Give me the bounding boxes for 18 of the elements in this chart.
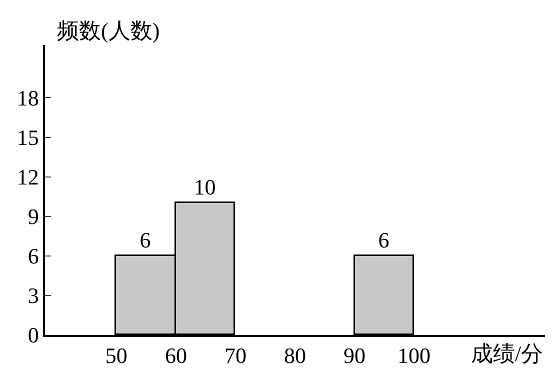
x-tick-label: 60 [164, 343, 187, 368]
y-tick-label: 12 [16, 164, 39, 190]
x-axis-title: 成绩/分 [471, 341, 544, 366]
x-tick-label: 100 [398, 343, 431, 368]
y-tick-label: 6 [28, 244, 39, 269]
x-tick-label: 70 [224, 343, 246, 368]
y-tick-label: 3 [28, 283, 39, 308]
y-tick-label: 18 [16, 85, 39, 110]
y-tick-label: 9 [28, 204, 39, 230]
x-tick-label: 50 [105, 343, 128, 368]
y-axis-title: 频数(人数) [57, 18, 160, 43]
data-label: 10 [194, 174, 216, 200]
y-tick-label: 15 [16, 124, 39, 150]
y-tick-label: 0 [28, 322, 39, 348]
data-label: 6 [140, 227, 151, 252]
data-label: 6 [378, 227, 390, 252]
x-tick-label: 80 [284, 343, 306, 368]
x-tick-label: 90 [344, 343, 366, 368]
